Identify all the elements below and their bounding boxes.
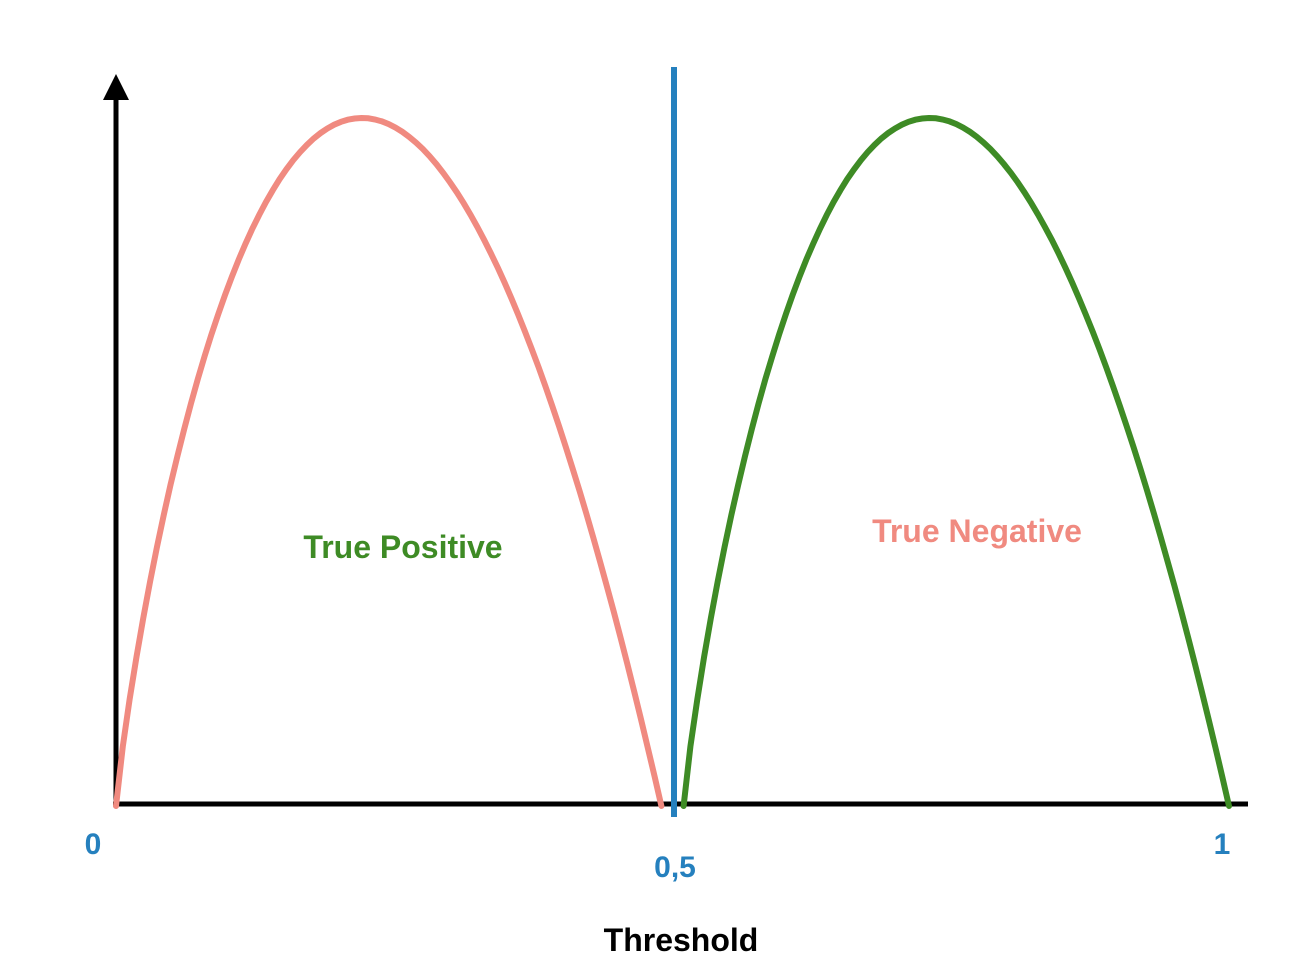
tick-label-0: 0 [85, 828, 102, 861]
true-positive-label: True Positive [303, 529, 502, 565]
tick-label-1: 1 [1214, 828, 1231, 861]
true-negative-label: True Negative [872, 513, 1082, 549]
y-axis-arrowhead [103, 74, 129, 100]
x-axis-label: Threshold [604, 922, 759, 958]
true-negative-curve [680, 114, 1232, 809]
true-positive-curve [113, 114, 665, 809]
tick-label-0-5: 0,5 [654, 851, 696, 884]
